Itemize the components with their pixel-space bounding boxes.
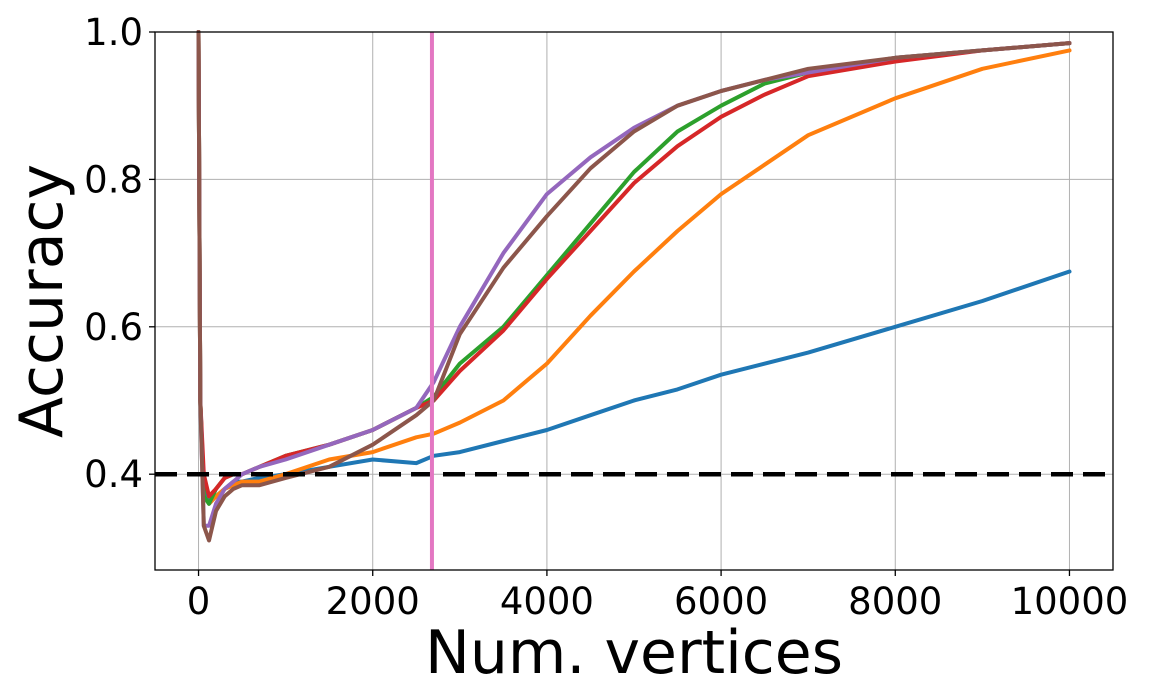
- x-axis-ticks: 0 2000 4000 6000 8000 10000: [187, 570, 1129, 623]
- series-lines: [196, 30, 1072, 543]
- y-tick-label-1: 0.6: [84, 306, 143, 349]
- x-tick-label-0: 0: [187, 580, 211, 623]
- y-tick-label-3: 1.0: [84, 11, 143, 54]
- series-line-4: [196, 30, 1072, 499]
- y-tick-label-0: 0.4: [84, 453, 143, 496]
- x-tick-label-5: 10000: [1011, 580, 1129, 623]
- y-axis-label: Accuracy: [7, 164, 77, 438]
- series-line-6: [196, 30, 1072, 543]
- reference-lines: [155, 32, 1113, 570]
- y-tick-label-2: 0.8: [84, 158, 143, 201]
- grid: [155, 31, 1113, 570]
- y-axis-ticks: 0.4 0.6 0.8 1.0: [84, 11, 155, 496]
- series-line-5: [196, 30, 1072, 528]
- x-tick-label-3: 6000: [674, 580, 768, 623]
- x-tick-label-1: 2000: [326, 580, 420, 623]
- series-line-2: [196, 30, 1072, 506]
- x-axis-label: Num. vertices: [425, 618, 843, 688]
- series-line-1: [196, 30, 1072, 506]
- x-tick-label-2: 4000: [500, 580, 594, 623]
- plot-frame: [154, 31, 1114, 571]
- x-tick-label-4: 8000: [848, 580, 942, 623]
- series-line-3: [196, 30, 1072, 506]
